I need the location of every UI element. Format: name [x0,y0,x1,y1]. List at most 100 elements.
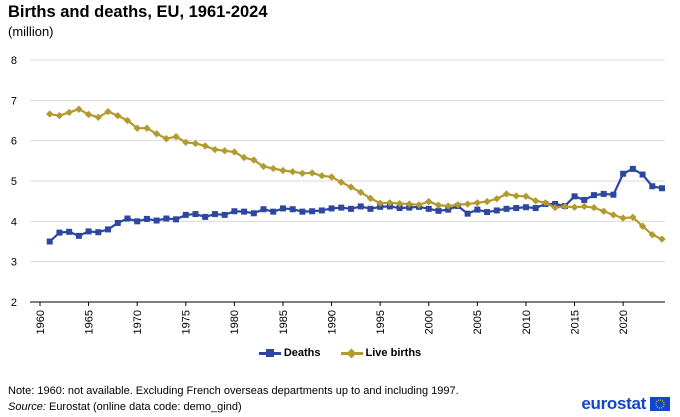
y-tick-label: 6 [11,136,17,148]
point-deaths [338,204,345,211]
point-live-births [366,194,375,203]
y-tick-label: 8 [11,55,17,67]
point-deaths [532,205,539,212]
point-deaths [270,208,277,215]
point-deaths [396,205,403,212]
point-deaths [318,207,325,214]
point-deaths [95,229,102,236]
point-deaths [192,211,199,218]
x-tick-label: 1985 [278,310,290,334]
series-line-live-births [49,108,663,241]
point-deaths [66,228,73,235]
point-live-births [55,111,64,120]
point-live-births [580,202,588,211]
point-live-births [318,172,326,180]
point-live-births [619,214,627,222]
point-deaths [231,208,238,215]
point-live-births [600,207,608,215]
point-live-births [84,110,93,119]
x-tick-label: 1970 [132,310,144,334]
point-live-births [658,235,666,243]
legend-line-deaths [258,348,281,357]
point-deaths [503,205,510,212]
point-live-births [104,107,112,116]
x-tick-label: 2010 [521,310,533,334]
point-live-births [211,145,219,154]
point-live-births [162,134,171,143]
point-live-births [279,166,287,175]
point-deaths [163,215,170,222]
x-tick-label: 2015 [569,310,581,334]
series-line-deaths [48,167,663,243]
legend-item-deaths[interactable]: Deaths [258,347,321,359]
y-tick-label: 7 [11,95,17,107]
legend-label-deaths: Deaths [283,347,321,359]
x-tick-label: 2005 [472,310,484,334]
point-live-births [425,197,433,206]
point-live-births [395,199,404,208]
point-live-births [609,211,618,219]
point-deaths [348,205,354,212]
point-live-births [561,202,569,211]
point-deaths [241,208,248,215]
point-deaths [600,190,607,197]
y-tick-label: 4 [11,216,17,228]
point-deaths [221,211,228,218]
point-live-births [250,156,258,164]
point-deaths [202,213,209,220]
point-deaths [649,183,656,190]
point-deaths [639,171,646,178]
point-live-births [65,108,73,117]
x-tick-label: 1995 [375,310,387,334]
point-live-births [590,203,598,212]
point-live-births [46,110,54,118]
y-tick-label: 2 [11,297,17,309]
x-tick-label: 1960 [35,310,47,334]
point-live-births [629,213,637,221]
point-live-births [220,147,229,155]
point-deaths [134,218,141,225]
chart-legend: Deaths Live births [0,347,680,359]
point-deaths [124,215,131,222]
point-live-births [201,142,209,150]
point-live-births [143,124,151,132]
point-live-births [512,192,520,200]
footnote: Note: 1960: not available. Excluding Fre… [8,385,459,397]
eurostat-logo[interactable]: eurostat [581,394,670,414]
source-line: Source: Eurostat (online data code: demo… [8,401,242,413]
point-live-births [123,116,132,125]
point-live-births [531,197,540,205]
source-label: Source: [8,401,46,413]
point-deaths [659,185,665,192]
point-deaths [581,196,588,203]
point-live-births [570,203,579,211]
point-live-births [298,169,307,178]
point-deaths [328,205,335,212]
point-live-births [357,188,365,196]
point-live-births [444,202,452,210]
diamond-marker-icon [346,348,356,358]
point-live-births [483,197,491,206]
point-live-births [502,190,511,198]
point-live-births [473,199,482,207]
point-live-births [386,199,394,207]
x-tick-label: 1965 [83,310,95,334]
point-live-births [522,192,530,201]
source-text: Eurostat (online data code: demo_gind) [45,401,242,413]
x-tick-label: 2020 [618,310,630,334]
point-live-births [376,199,384,207]
x-tick-label: 2000 [424,310,436,334]
point-deaths [114,219,121,226]
point-live-births [541,199,550,207]
point-live-births [405,200,413,208]
point-live-births [493,195,501,203]
point-deaths [435,207,442,214]
point-deaths [143,215,150,222]
point-deaths [493,207,500,214]
eu-flag-icon [650,397,670,411]
legend-item-live-births[interactable]: Live births [340,347,421,359]
square-marker-icon [265,348,274,357]
chart-title: Births and deaths, EU, 1961-2024 [8,3,268,21]
point-deaths [289,206,296,213]
